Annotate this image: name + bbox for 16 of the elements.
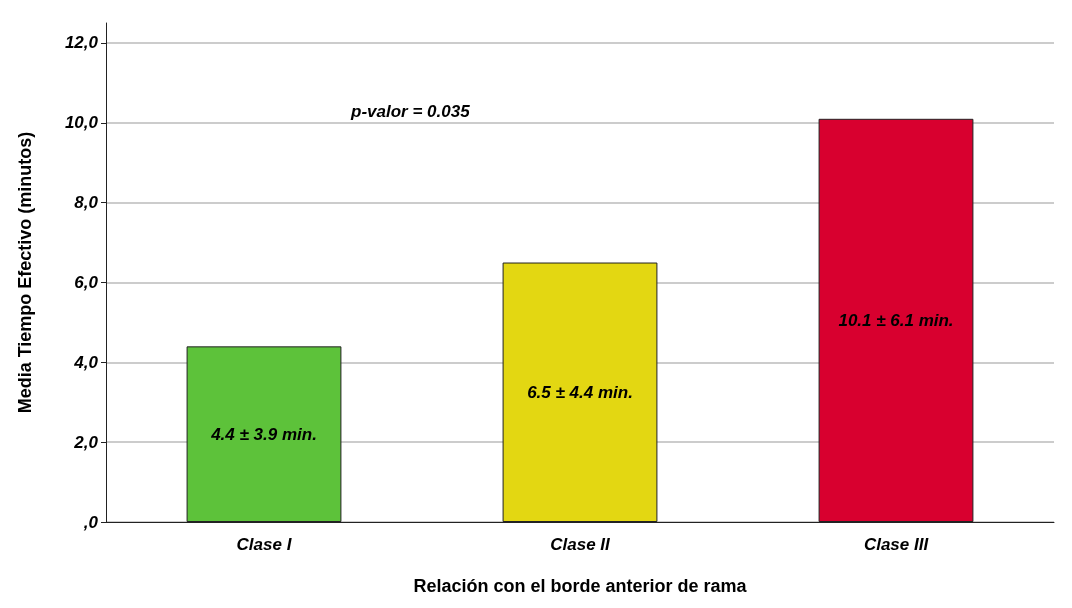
x-tick-label: Clase I bbox=[236, 535, 293, 554]
x-axis-title: Relación con el borde anterior de rama bbox=[413, 576, 748, 596]
y-tick-label: 4,0 bbox=[73, 352, 99, 372]
y-tick-label: 12,0 bbox=[64, 33, 99, 53]
y-tick-label: 10,0 bbox=[64, 113, 99, 133]
y-axis-title: Media Tiempo Efectivo (minutos) bbox=[15, 131, 35, 414]
y-tick-label: 2,0 bbox=[73, 432, 99, 452]
y-tick-label: 8,0 bbox=[74, 193, 99, 213]
data-label: 10.1 ± 6.1 min. bbox=[838, 310, 954, 330]
data-label: 4.4 ± 3.9 min. bbox=[210, 424, 317, 444]
y-tick-label: 6,0 bbox=[74, 272, 99, 292]
x-tick-label: Clase II bbox=[550, 535, 612, 554]
y-tick-label: ,0 bbox=[82, 512, 99, 532]
x-tick-label: Clase III bbox=[863, 535, 930, 554]
data-label: 6.5 ± 4.4 min. bbox=[527, 382, 633, 402]
annotation: p-valor = 0.035 bbox=[350, 102, 471, 121]
